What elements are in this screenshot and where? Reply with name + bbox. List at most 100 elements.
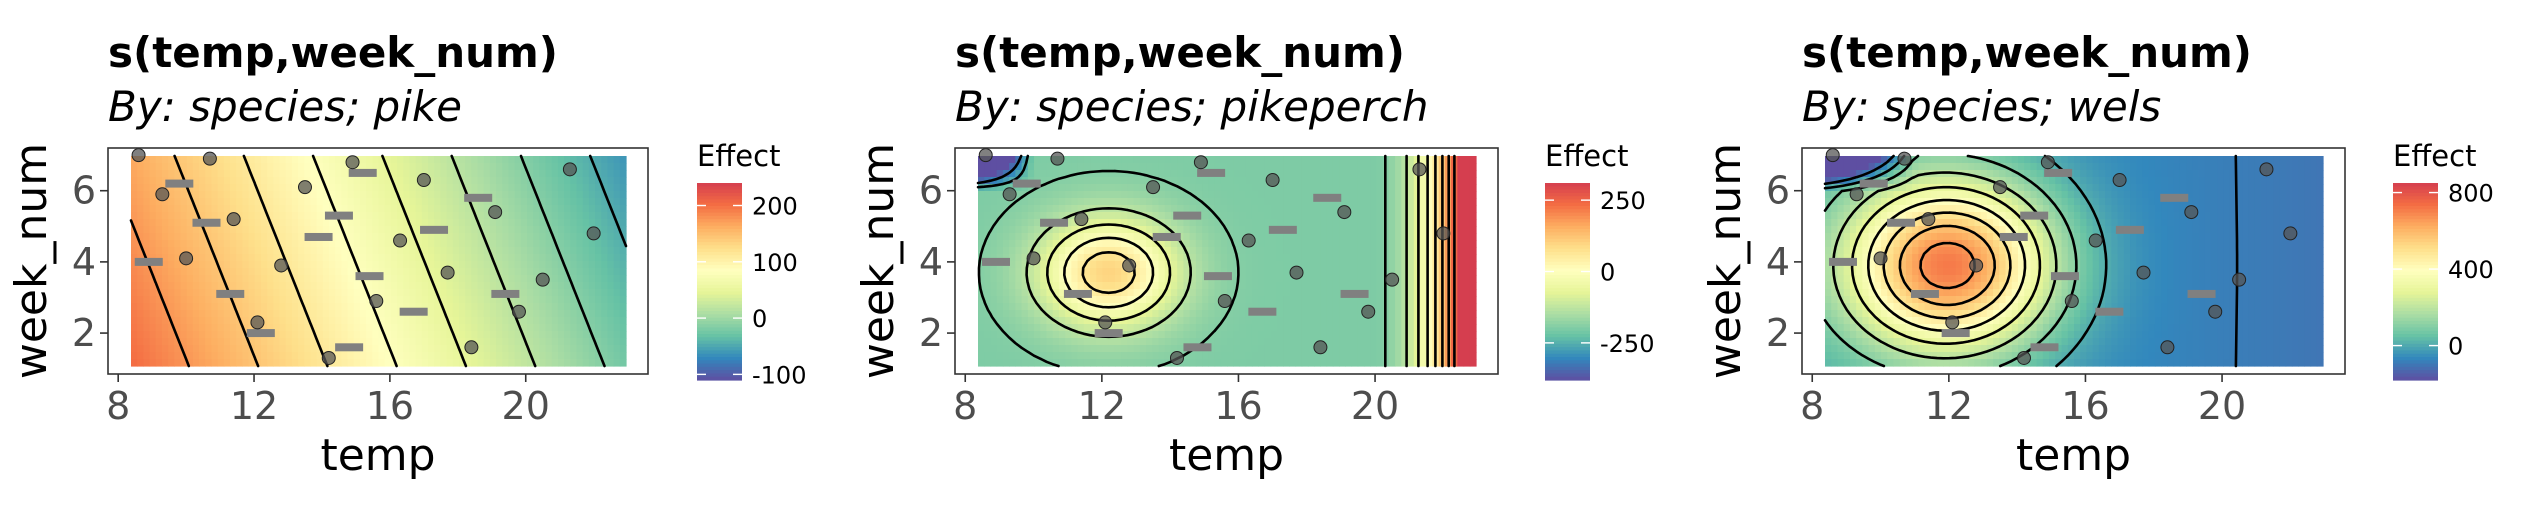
surface-cell <box>1258 240 1265 248</box>
surface-cell <box>372 156 380 164</box>
surface-cell <box>1195 233 1203 241</box>
surface-cell <box>1463 156 1471 164</box>
surface-cell <box>570 352 578 360</box>
surface-cell <box>149 289 157 297</box>
surface-cell <box>1351 345 1359 353</box>
surface-cell <box>465 156 472 164</box>
surface-cell <box>1034 352 1041 360</box>
surface-cell <box>1096 275 1104 283</box>
surface-cell <box>1152 303 1160 311</box>
surface-cell <box>576 359 584 367</box>
surface-cell <box>415 331 423 339</box>
surface-cell <box>582 212 590 220</box>
surface-cell <box>236 170 243 178</box>
surface-cell <box>1301 247 1309 255</box>
surface-cell <box>527 331 534 339</box>
surface-cell <box>223 303 231 311</box>
surface-cell <box>217 156 225 164</box>
surface-cell <box>1395 296 1402 304</box>
surface-cell <box>496 359 503 367</box>
surface-cell <box>409 254 417 262</box>
surface-cell <box>1276 317 1284 325</box>
surface-cell <box>545 247 553 255</box>
surface-cell <box>329 275 336 283</box>
surface-cell <box>421 359 429 367</box>
surface-cell <box>1164 296 1172 304</box>
surface-cell <box>1351 163 1359 171</box>
surface-cell <box>1289 191 1297 199</box>
surface-cell <box>298 156 305 164</box>
surface-cell <box>1183 219 1191 227</box>
surface-cell <box>273 345 281 353</box>
surface-cell <box>1009 170 1016 178</box>
surface-cell <box>1077 240 1085 248</box>
surface-cell <box>242 296 250 304</box>
surface-cell <box>1189 296 1197 304</box>
surface-cell <box>1326 233 1334 241</box>
surface-cell <box>1419 296 1427 304</box>
surface-cell <box>409 331 417 339</box>
surface-cell <box>403 184 411 192</box>
surface-cell <box>329 170 336 178</box>
surface-cell <box>1363 282 1371 290</box>
surface-cell <box>508 310 516 318</box>
surface-cell <box>1376 303 1384 311</box>
surface-cell <box>1370 331 1377 339</box>
surface-cell <box>1357 324 1365 332</box>
surface-cell <box>372 163 380 171</box>
surface-cell <box>217 163 225 171</box>
surface-cell <box>1270 191 1278 199</box>
surface-cell <box>174 345 182 353</box>
surface-cell <box>1276 212 1284 220</box>
surface-cell <box>1469 282 1477 290</box>
surface-cell <box>582 205 590 213</box>
rug-mark <box>1173 211 1202 220</box>
surface-cell <box>1015 345 1023 353</box>
surface-cell <box>545 317 553 325</box>
surface-cell <box>335 331 342 339</box>
data-points <box>978 148 1451 365</box>
surface-cell <box>601 338 609 346</box>
surface-cell <box>217 345 225 353</box>
surface-cell <box>1183 163 1191 171</box>
data-point <box>562 162 577 177</box>
surface-cell <box>421 219 429 227</box>
surface-cell <box>149 205 157 213</box>
surface-cell <box>1301 331 1309 339</box>
surface-cell <box>477 310 485 318</box>
surface-cell <box>161 170 169 178</box>
surface-cell <box>1314 233 1321 241</box>
surface-cell <box>1058 198 1066 206</box>
surface-cell <box>1077 184 1085 192</box>
surface-cell <box>1090 261 1097 269</box>
surface-cell <box>428 303 435 311</box>
surface-cell <box>984 338 992 346</box>
surface-cell <box>619 282 627 290</box>
surface-cell <box>359 247 367 255</box>
surface-cell <box>434 170 441 178</box>
surface-cell <box>1357 219 1365 227</box>
surface-cell <box>1469 163 1477 171</box>
surface-cell <box>273 254 281 262</box>
x-axis-label: temp <box>320 430 435 481</box>
surface-cell <box>483 254 491 262</box>
surface-cell <box>242 324 250 332</box>
surface-cell <box>1314 212 1321 220</box>
surface-cell <box>390 191 398 199</box>
surface-cell <box>378 184 386 192</box>
surface-cell <box>452 359 460 367</box>
surface-cell <box>1202 303 1209 311</box>
legend-swatch <box>697 271 742 276</box>
surface-cell <box>1314 254 1321 262</box>
surface-cell <box>1245 303 1253 311</box>
surface-cell <box>285 226 293 234</box>
surface-cell <box>285 198 293 206</box>
surface-cell <box>168 191 175 199</box>
surface-cell <box>978 352 985 360</box>
surface-cell <box>588 296 596 304</box>
x-tick-label: 12 <box>1078 384 1126 428</box>
surface-cell <box>1276 275 1284 283</box>
surface-cell <box>1307 296 1315 304</box>
surface-cell <box>143 240 151 248</box>
surface-cell <box>242 233 250 241</box>
